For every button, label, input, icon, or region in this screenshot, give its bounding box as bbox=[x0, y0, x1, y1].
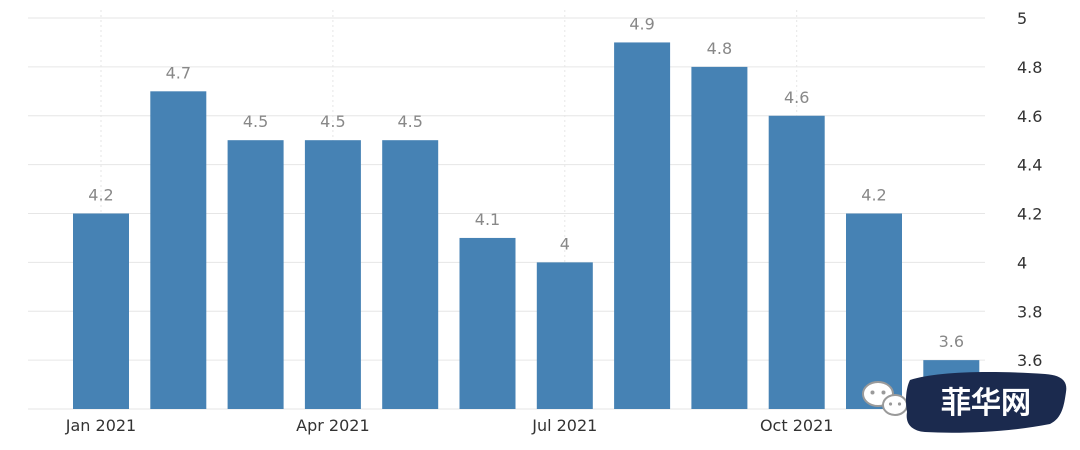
bar bbox=[691, 66, 748, 409]
data-label: 3.6 bbox=[939, 332, 964, 351]
data-label: 4 bbox=[560, 234, 570, 253]
bars bbox=[73, 42, 980, 409]
bar bbox=[459, 237, 516, 409]
bar bbox=[768, 115, 825, 409]
watermark-text: 菲华网 bbox=[941, 386, 1031, 421]
vertical-gridlines bbox=[100, 10, 798, 409]
x-tick-label: Jan 2021 bbox=[65, 416, 136, 435]
data-label: 4.6 bbox=[784, 88, 809, 107]
bar bbox=[227, 140, 284, 409]
x-tick-label: Oct 2021 bbox=[760, 416, 833, 435]
bar bbox=[536, 262, 593, 409]
x-axis-ticks: Jan 2021 Apr 2021 Jul 2021 Oct 2021 bbox=[65, 416, 834, 435]
y-tick-label: 4 bbox=[1017, 253, 1027, 272]
y-tick-label: 3.6 bbox=[1017, 351, 1042, 370]
data-label: 4.9 bbox=[629, 14, 654, 33]
y-axis-ticks: 3.6 3.8 4 4.2 4.4 4.6 4.8 5 bbox=[1017, 9, 1042, 370]
bar bbox=[382, 140, 439, 409]
y-tick-label: 4.8 bbox=[1017, 58, 1042, 77]
bar bbox=[150, 91, 207, 409]
data-label: 4.7 bbox=[166, 63, 191, 82]
x-tick-label: Apr 2021 bbox=[296, 416, 369, 435]
x-tick-label: Jul 2021 bbox=[531, 416, 597, 435]
data-label: 4.2 bbox=[861, 186, 886, 205]
data-label: 4.8 bbox=[707, 39, 732, 58]
bar bbox=[73, 213, 129, 409]
data-label: 4.2 bbox=[88, 186, 113, 205]
data-labels: 4.2 4.7 4.5 4.5 4.5 4.1 4 4.9 4.8 4.6 4.2 3.6 bbox=[88, 14, 964, 351]
watermark-banner bbox=[906, 372, 1067, 433]
watermark: 菲华网 bbox=[862, 372, 1067, 433]
y-tick-label: 4.6 bbox=[1017, 107, 1042, 126]
bar bbox=[846, 213, 902, 409]
y-tick-label: 4.4 bbox=[1017, 156, 1042, 175]
bar bbox=[304, 140, 361, 409]
data-label: 4.1 bbox=[475, 210, 500, 229]
data-label: 4.5 bbox=[320, 112, 345, 131]
y-tick-label: 3.8 bbox=[1017, 302, 1042, 321]
y-tick-label: 4.2 bbox=[1017, 205, 1042, 224]
data-label: 4.5 bbox=[397, 112, 422, 131]
y-tick-label: 5 bbox=[1017, 9, 1027, 28]
data-label: 4.5 bbox=[243, 112, 268, 131]
bar bbox=[614, 42, 671, 409]
